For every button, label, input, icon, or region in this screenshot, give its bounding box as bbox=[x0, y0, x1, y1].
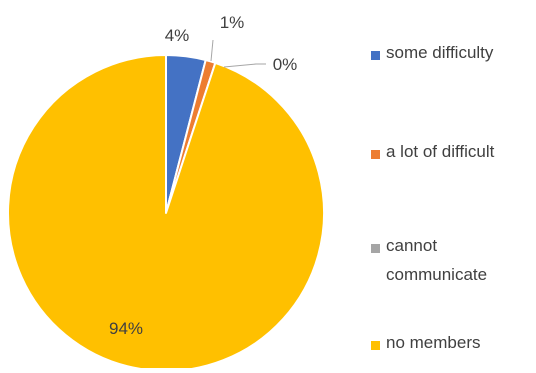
leader-line-a-lot-of-difficult bbox=[210, 39, 214, 62]
data-labels: 4% 1% 0% 94% bbox=[109, 13, 297, 338]
pie-slices bbox=[7, 54, 325, 372]
legend-item-cannot-communicate: cannot communicate bbox=[371, 236, 487, 284]
legend-marker bbox=[371, 341, 380, 350]
data-label-a-lot-of-difficult: 1% bbox=[220, 13, 245, 32]
legend-marker bbox=[371, 51, 380, 60]
leader-lines bbox=[210, 39, 266, 68]
legend-item-a-lot-of-difficult: a lot of difficult bbox=[371, 142, 495, 161]
legend-item-some-difficulty: some difficulty bbox=[371, 43, 494, 62]
legend-label: cannot bbox=[386, 236, 437, 255]
pie-slice-no-members bbox=[7, 54, 325, 372]
legend-label: a lot of difficult bbox=[386, 142, 495, 161]
legend-label: some difficulty bbox=[386, 43, 494, 62]
data-label-some-difficulty: 4% bbox=[165, 26, 190, 45]
legend-marker bbox=[371, 150, 380, 159]
legend-label: no members bbox=[386, 333, 480, 352]
data-label-no-members: 94% bbox=[109, 319, 143, 338]
data-label-cannot-communicate: 0% bbox=[273, 55, 298, 74]
legend-marker bbox=[371, 244, 380, 253]
leader-line-cannot-communicate bbox=[223, 63, 266, 68]
legend-item-no-members: no members bbox=[371, 333, 480, 352]
legend-label: communicate bbox=[386, 265, 487, 284]
